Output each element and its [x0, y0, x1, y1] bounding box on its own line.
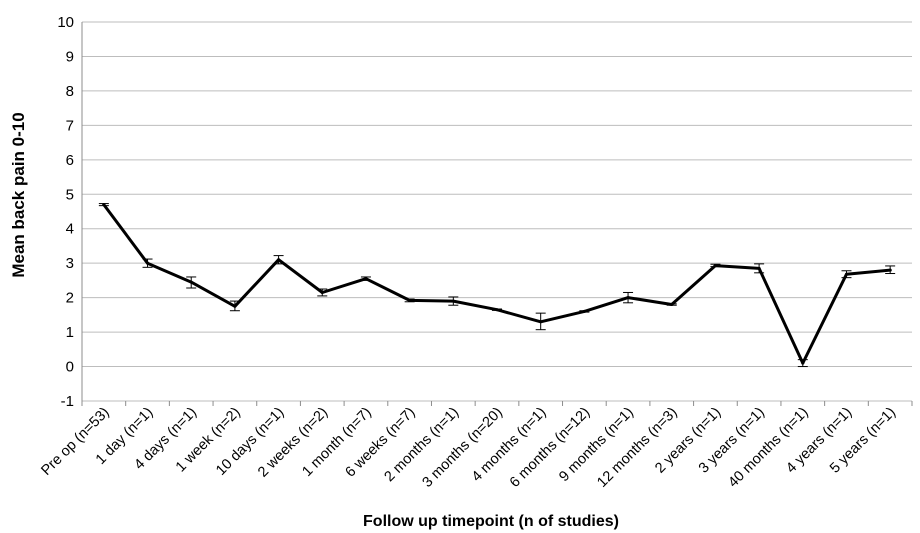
series-line-group: [98, 203, 896, 368]
data-point: [408, 298, 412, 302]
data-point: [844, 272, 848, 276]
y-tick-label: 8: [66, 83, 74, 100]
y-tick-label: 2: [66, 290, 74, 307]
y-axis-label: Mean back pain 0-10: [9, 112, 28, 277]
data-point: [451, 299, 455, 303]
data-point: [539, 320, 543, 324]
y-tick-label: 1: [66, 324, 74, 341]
y-tick-label: 6: [66, 152, 74, 169]
x-tick-label: 3 months (n=20): [420, 405, 506, 491]
data-point: [233, 304, 237, 308]
data-point: [277, 258, 281, 262]
data-point: [320, 290, 324, 294]
y-tick-label: 0: [66, 359, 74, 376]
data-point: [888, 268, 892, 272]
x-tick-label: 40 months (n=1): [725, 405, 811, 491]
x-tick-label: 4 months (n=1): [469, 405, 550, 486]
data-point: [670, 303, 674, 307]
y-tick-label: 4: [66, 221, 74, 238]
data-point: [626, 296, 630, 300]
x-tick-label: 6 months (n=12): [507, 405, 593, 491]
y-tick-label: -1: [61, 393, 74, 410]
data-point: [146, 261, 150, 265]
y-tick-label: 9: [66, 48, 74, 65]
gridlines: [82, 21, 912, 402]
data-point: [713, 264, 717, 268]
data-point: [801, 361, 805, 365]
x-tick-label: 2 months (n=1): [382, 405, 463, 486]
y-tick-label: 7: [66, 117, 74, 134]
data-point: [189, 280, 193, 284]
data-point: [102, 203, 106, 207]
data-point: [582, 309, 586, 313]
y-tick-label: 5: [66, 186, 74, 203]
x-tick-label: Pre op (n=53): [38, 405, 112, 479]
x-tick-label: 12 months (n=3): [594, 405, 680, 491]
axes: [81, 22, 913, 406]
y-tick-labels: -1 0 1 2 3 4 5 6 7 8 9 10: [57, 14, 74, 410]
x-tick-label: 9 months (n=1): [556, 405, 637, 486]
x-axis-label: Follow up timepoint (n of studies): [363, 513, 619, 530]
data-point: [495, 308, 499, 312]
data-point: [757, 266, 761, 270]
x-tick-labels: Pre op (n=53)1 day (n=1)4 days (n=1)1 we…: [38, 405, 899, 491]
y-tick-label: 3: [66, 255, 74, 272]
data-point: [364, 277, 368, 281]
y-tick-label: 10: [57, 14, 74, 31]
